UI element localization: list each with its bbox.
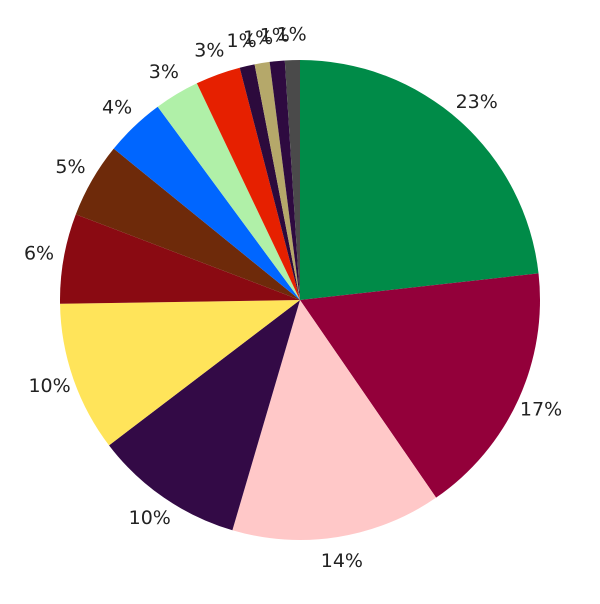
pie-slice: [60, 300, 300, 446]
pie-slice: [300, 60, 539, 300]
pie-slice: [284, 60, 300, 300]
pie-slice: [157, 83, 300, 300]
slice-label: 5%: [55, 156, 85, 178]
pie-slice: [109, 300, 301, 531]
pie-slice: [59, 214, 300, 304]
slice-label: 10%: [129, 507, 171, 529]
slice-label: 3%: [149, 61, 179, 83]
pie-slice: [113, 106, 300, 300]
slice-label: 4%: [102, 97, 132, 119]
slice-label: 1%: [243, 27, 273, 49]
pie-slice: [196, 67, 300, 300]
slice-label: 14%: [321, 550, 363, 572]
slice-label: 1%: [260, 25, 290, 47]
slice-label: 3%: [194, 39, 224, 61]
slice-label: 1%: [277, 24, 307, 46]
slice-label: 17%: [520, 399, 562, 421]
pie-slice: [254, 61, 300, 300]
pie-slice: [75, 148, 301, 300]
pie-slice: [269, 60, 300, 300]
pie-slice: [239, 64, 300, 300]
pie-slice: [232, 300, 437, 541]
slice-label: 23%: [456, 91, 498, 113]
slice-label: 10%: [28, 375, 70, 397]
slice-label: 1%: [227, 30, 257, 52]
slice-label: 6%: [24, 242, 54, 264]
pie-slice: [300, 273, 540, 498]
